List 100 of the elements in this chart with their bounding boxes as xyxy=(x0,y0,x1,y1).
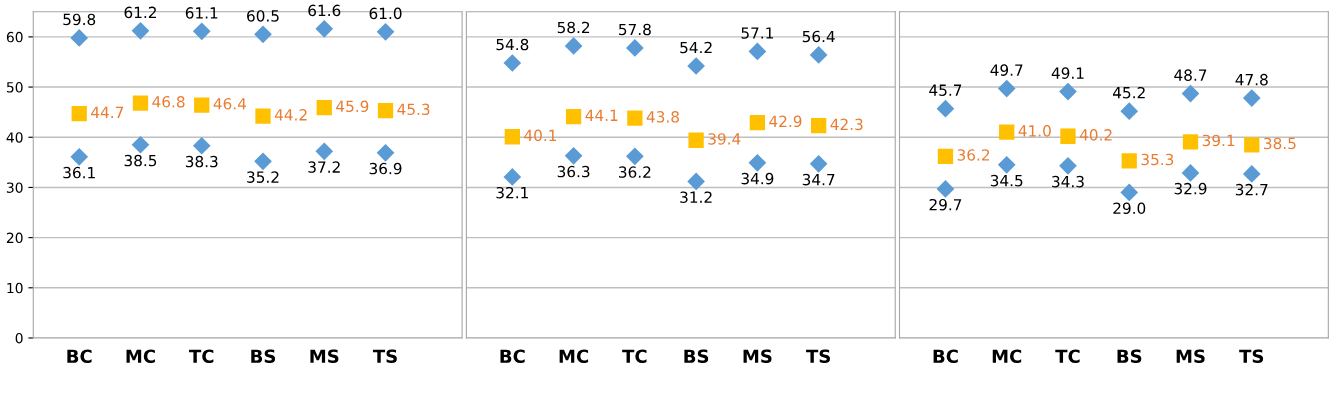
point xyxy=(131,135,150,154)
x-tick-label: TS xyxy=(806,349,830,364)
x-tick-label: MC xyxy=(992,349,1022,364)
point xyxy=(564,146,583,165)
data-label: 61.0 xyxy=(369,7,402,20)
point xyxy=(748,154,767,172)
data-label: 32.9 xyxy=(1174,182,1207,195)
point xyxy=(997,156,1016,174)
y-tick-label: 60 xyxy=(6,31,23,43)
x-tick-label: BC xyxy=(67,349,92,364)
point xyxy=(748,42,767,61)
data-label: 32.1 xyxy=(496,186,528,199)
data-label: 39.1 xyxy=(1202,134,1235,147)
x-tick-label: BS xyxy=(684,349,709,364)
data-label: 35.3 xyxy=(1141,153,1174,166)
data-label: 29.7 xyxy=(929,198,962,211)
y-tick-label: 40 xyxy=(6,132,23,143)
point xyxy=(565,109,582,125)
data-label: 29.0 xyxy=(1113,202,1146,214)
data-label: 34.9 xyxy=(741,172,774,185)
data-label: 59.8 xyxy=(63,13,96,26)
data-label: 42.3 xyxy=(830,118,863,131)
data-label: 61.1 xyxy=(185,7,218,19)
point xyxy=(1059,82,1077,101)
point xyxy=(254,152,272,171)
y-tick-label: 30 xyxy=(6,182,23,193)
data-label: 56.4 xyxy=(802,30,835,43)
point xyxy=(503,168,522,186)
data-label: 39.4 xyxy=(708,133,741,145)
point xyxy=(131,22,150,40)
point xyxy=(626,147,644,166)
point xyxy=(70,29,89,47)
point xyxy=(1182,134,1199,150)
point xyxy=(377,103,394,119)
x-tick-label: BC xyxy=(500,349,525,364)
data-label: 34.3 xyxy=(1052,175,1084,188)
y-tick-label: 20 xyxy=(6,232,23,244)
point xyxy=(811,118,827,134)
point xyxy=(627,110,643,126)
data-label: 42.9 xyxy=(769,115,802,128)
data-label: 40.2 xyxy=(1079,129,1112,141)
point xyxy=(809,155,828,173)
data-label: 61.2 xyxy=(124,6,156,19)
data-label: 38.3 xyxy=(185,155,218,168)
data-label: 37.2 xyxy=(308,161,340,173)
data-label: 57.8 xyxy=(619,23,651,36)
point xyxy=(1242,165,1261,183)
data-label: 46.8 xyxy=(152,96,185,108)
data-label: 44.2 xyxy=(274,109,307,121)
x-tick-label: MS xyxy=(310,349,339,364)
data-label: 49.7 xyxy=(990,64,1023,76)
x-tick-label: MC xyxy=(559,349,589,364)
data-label: 36.3 xyxy=(557,165,590,178)
data-label: 54.8 xyxy=(496,38,529,51)
point xyxy=(936,99,955,118)
data-label: 34.5 xyxy=(990,174,1023,187)
x-tick-label: TS xyxy=(372,349,397,364)
data-label: 58.2 xyxy=(557,21,590,34)
point xyxy=(1120,183,1139,202)
point xyxy=(749,115,766,131)
data-label: 47.8 xyxy=(1235,73,1268,86)
data-label: 45.2 xyxy=(1112,86,1145,99)
point xyxy=(504,129,520,145)
point xyxy=(71,106,87,122)
data-label: 57.1 xyxy=(741,27,773,39)
data-label: 45.7 xyxy=(929,84,962,96)
data-label: 31.2 xyxy=(680,191,712,203)
y-tick-label: 10 xyxy=(7,282,23,294)
data-label: 41.0 xyxy=(1018,125,1051,137)
point xyxy=(254,25,272,44)
y-tick-label: 50 xyxy=(6,82,23,93)
point xyxy=(376,23,395,41)
data-label: 44.7 xyxy=(91,106,124,118)
x-tick-label: TC xyxy=(622,349,647,364)
point xyxy=(132,95,149,111)
x-tick-label: BS xyxy=(251,349,276,364)
x-tick-label: BC xyxy=(933,349,958,364)
data-label: 36.1 xyxy=(63,166,95,179)
point xyxy=(936,180,955,198)
y-tick-label: 0 xyxy=(15,332,23,344)
point xyxy=(999,124,1015,140)
data-label: 61.6 xyxy=(308,4,341,17)
point xyxy=(687,57,705,75)
data-label: 38.5 xyxy=(1264,137,1296,150)
data-label: 60.5 xyxy=(247,10,279,22)
point xyxy=(1244,137,1260,153)
x-tick-label: BS xyxy=(1117,349,1142,364)
point xyxy=(997,79,1016,98)
point xyxy=(1242,89,1261,107)
data-label: 44.1 xyxy=(585,109,618,121)
point xyxy=(564,37,583,55)
point xyxy=(255,108,271,124)
data-label: 34.7 xyxy=(802,173,835,186)
data-label: 48.7 xyxy=(1174,69,1207,81)
data-label: 40.1 xyxy=(524,129,557,142)
data-label: 45.3 xyxy=(397,103,430,116)
point xyxy=(688,132,704,148)
point xyxy=(1121,153,1137,169)
point xyxy=(316,100,332,116)
data-label: 32.7 xyxy=(1235,183,1268,196)
